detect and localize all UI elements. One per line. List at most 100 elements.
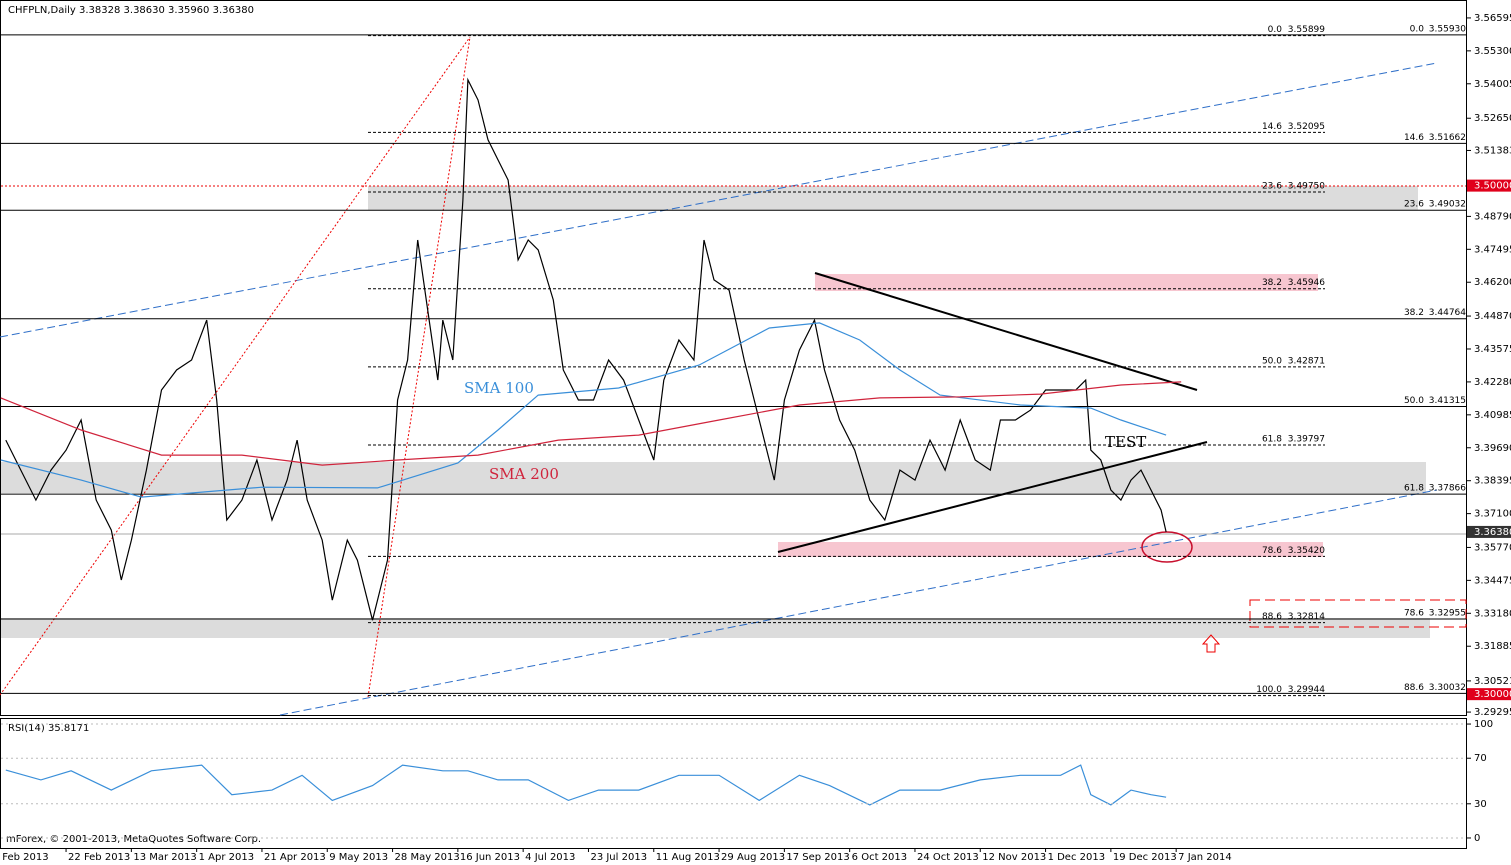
fib-fan xyxy=(0,36,471,696)
y-tick-label: 3.38395 xyxy=(1474,476,1511,487)
y-tick-label: 3.46200 xyxy=(1474,277,1511,288)
fib-level: 0.0 xyxy=(1268,25,1283,35)
x-tick-label: 12 Nov 2013 xyxy=(982,852,1046,863)
y-tick-label: 3.44870 xyxy=(1474,311,1511,322)
fib-level: 78.6 xyxy=(1404,609,1424,619)
x-tick-label: 7 Jan 2014 xyxy=(1178,852,1232,863)
x-tick-label: 19 Dec 2013 xyxy=(1113,852,1177,863)
fib-price: 3.30032 xyxy=(1429,683,1466,693)
price-marker-label: 3.36380 xyxy=(1474,527,1511,538)
y-tick-label: 0 xyxy=(1474,833,1480,844)
trend-line xyxy=(814,272,1198,391)
x-tick-label: 6 Oct 2013 xyxy=(852,852,907,863)
y-tick-label: 3.31885 xyxy=(1474,641,1511,652)
fib-price: 3.51662 xyxy=(1429,133,1466,143)
y-tick-label: 30 xyxy=(1474,799,1487,810)
price-marker xyxy=(1467,688,1511,701)
zone xyxy=(368,186,1418,210)
highlight-ellipse xyxy=(1141,531,1193,563)
fib-price: 3.35420 xyxy=(1288,546,1325,556)
y-tick-label: 3.30521 xyxy=(1474,676,1511,687)
fib-price: 3.39797 xyxy=(1288,435,1325,445)
x-tick-label: 1 Apr 2013 xyxy=(199,852,254,863)
fib-price: 3.29944 xyxy=(1288,685,1325,695)
y-tick-label: 3.55300 xyxy=(1474,46,1511,57)
annotation: SMA 100 xyxy=(464,379,534,397)
fib-level: 38.2 xyxy=(1404,308,1424,318)
y-tick-label: 3.47495 xyxy=(1474,244,1511,255)
drawings xyxy=(0,36,1467,716)
fib-level: 61.8 xyxy=(1404,484,1424,494)
y-tick-label: 3.42280 xyxy=(1474,377,1511,388)
fib-price: 3.49750 xyxy=(1288,181,1325,191)
x-tick-label: 24 Oct 2013 xyxy=(917,852,979,863)
fib-level: 50.0 xyxy=(1404,396,1424,406)
price-marker xyxy=(1467,525,1511,538)
arrow xyxy=(1201,634,1221,653)
y-tick-label: 3.48790 xyxy=(1474,211,1511,222)
fib-level: 14.6 xyxy=(1262,122,1282,132)
x-tick-label: 1 Feb 2013 xyxy=(0,852,49,863)
zone xyxy=(1,618,1430,638)
rsi-line xyxy=(5,764,1167,806)
x-tick-label: 21 Apr 2013 xyxy=(264,852,326,863)
x-tick-label: 16 Jun 2013 xyxy=(460,852,520,863)
price-marker-label: 3.30000 xyxy=(1474,689,1511,700)
rsi-panel xyxy=(0,718,1467,849)
price-line xyxy=(5,77,1167,621)
fib-price: 3.49032 xyxy=(1429,200,1466,210)
x-tick-label: 1 Dec 2013 xyxy=(1048,852,1106,863)
annotation: SMA 200 xyxy=(489,465,559,483)
zone xyxy=(815,274,1318,291)
zone xyxy=(778,542,1323,557)
y-tick-label: 3.40985 xyxy=(1474,410,1511,421)
fib-price: 3.37866 xyxy=(1429,484,1466,494)
y-tick-label: 3.29295 xyxy=(1474,707,1511,718)
footer: mForex, © 2001-2013, MetaQuotes Software… xyxy=(6,834,261,845)
fib-price: 3.32955 xyxy=(1429,609,1466,619)
y-tick-label: 3.34475 xyxy=(1474,575,1511,586)
y-tick-label: 70 xyxy=(1474,753,1487,764)
fib-level: 14.6 xyxy=(1404,133,1424,143)
fib-price: 3.42871 xyxy=(1288,356,1325,366)
y-tick-label: 3.35770 xyxy=(1474,542,1511,553)
zone xyxy=(1,462,1426,493)
x-tick-label: 11 Aug 2013 xyxy=(656,852,720,863)
x-tick-label: 29 Aug 2013 xyxy=(721,852,785,863)
fib-price: 3.44764 xyxy=(1429,308,1466,318)
fib-level: 88.6 xyxy=(1262,612,1282,622)
y-tick-label: 100 xyxy=(1474,719,1493,730)
channel-line xyxy=(0,62,1438,338)
x-tick-label: 17 Sep 2013 xyxy=(786,852,849,863)
fib-level: 23.6 xyxy=(1404,200,1424,210)
fib-level: 61.8 xyxy=(1262,435,1282,445)
channel-line xyxy=(279,489,1438,716)
y-tick-label: 3.39690 xyxy=(1474,443,1511,454)
x-tick-label: 13 Mar 2013 xyxy=(133,852,196,863)
x-tick-label: 4 Jul 2013 xyxy=(525,852,575,863)
price-marker xyxy=(1467,179,1511,192)
y-tick-label: 3.37100 xyxy=(1474,509,1511,520)
chart-title: CHFPLN,Daily 3.38328 3.38630 3.35960 3.3… xyxy=(8,5,254,16)
y-tick-label: 3.33180 xyxy=(1474,608,1511,619)
price-panel xyxy=(0,0,1467,716)
sma-line xyxy=(0,381,1182,466)
trend-line xyxy=(777,441,1208,553)
annotation: TEST xyxy=(1105,433,1146,451)
fib-price: 3.41315 xyxy=(1429,396,1466,406)
fib-price: 3.55899 xyxy=(1288,25,1325,35)
fib-price: 3.32814 xyxy=(1288,612,1325,622)
fib-level: 50.0 xyxy=(1262,356,1282,366)
fib-level: 88.6 xyxy=(1404,683,1424,693)
fib-level: 38.2 xyxy=(1262,278,1282,288)
y-tick-label: 3.56595 xyxy=(1474,13,1511,24)
x-tick-label: 28 May 2013 xyxy=(395,852,460,863)
x-tick-label: 22 Feb 2013 xyxy=(68,852,130,863)
y-tick-label: 3.43575 xyxy=(1474,344,1511,355)
price-marker-label: 3.50000 xyxy=(1474,181,1511,192)
sma-line xyxy=(0,322,1167,498)
rsi-title: RSI(14) 35.8171 xyxy=(8,723,89,734)
fib-level: 23.6 xyxy=(1262,181,1282,191)
